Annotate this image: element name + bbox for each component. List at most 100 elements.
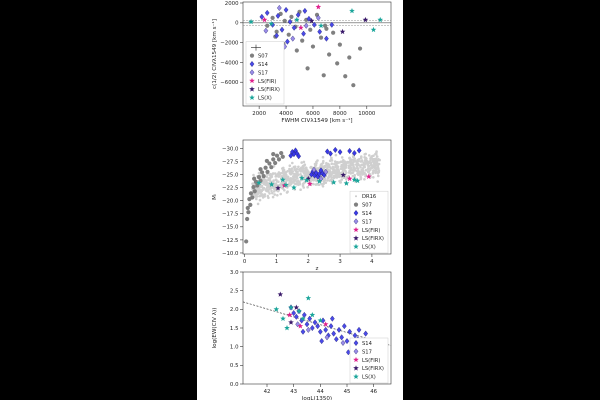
data-point <box>291 184 297 190</box>
dr16-point <box>366 167 370 170</box>
data-point <box>296 153 302 160</box>
legend: DR16 S07 S14 S17 LS(FIR) LS(FIRX) LS(X) <box>349 190 389 254</box>
x-tick-label: 6000 <box>306 111 320 117</box>
data-point <box>301 30 306 37</box>
dr16-point <box>265 183 269 186</box>
dr16-point <box>340 163 343 167</box>
series-ls-fir- <box>261 4 322 31</box>
x-tick-label: 44 <box>317 389 324 395</box>
dr16-point <box>281 187 285 190</box>
legend-label: S17 <box>362 349 372 355</box>
dr16-point <box>351 171 355 174</box>
dr16-point <box>329 167 333 170</box>
dr16-point <box>302 186 305 189</box>
data-point <box>337 149 343 156</box>
dr16-point <box>323 165 326 168</box>
legend-label: LS(FIRX) <box>362 366 384 372</box>
data-point <box>250 195 255 200</box>
data-point <box>248 202 253 207</box>
dr16-point <box>263 193 267 196</box>
legend-marker <box>353 339 359 347</box>
legend-marker <box>249 86 255 92</box>
dr16-point <box>274 175 277 178</box>
y-tick-label: 1.0 <box>230 345 239 351</box>
data-point <box>263 165 268 170</box>
data-point <box>270 15 275 20</box>
dr16-point <box>282 175 286 179</box>
data-point <box>318 35 324 40</box>
data-point <box>317 317 324 323</box>
data-point <box>340 172 347 178</box>
dr16-point <box>376 180 379 183</box>
dr16-point <box>274 172 277 175</box>
dr16-point <box>352 160 355 164</box>
dr16-point <box>321 185 325 188</box>
data-point <box>318 175 324 182</box>
data-point <box>286 311 293 318</box>
dr16-point <box>264 178 267 182</box>
dr16-point <box>306 173 310 177</box>
data-point <box>308 17 315 24</box>
dr16-point <box>274 184 278 187</box>
dr16-point <box>377 174 380 178</box>
y-tick-label: −2000 <box>220 41 239 47</box>
data-point <box>306 326 311 333</box>
legend-label: LS(FIR) <box>362 228 380 234</box>
x-axis-label: FWHM CIVλ1549 [km s⁻¹] <box>281 117 352 124</box>
data-point <box>322 321 329 327</box>
x-tick-label: 4000 <box>279 111 293 117</box>
dr16-point <box>266 185 269 189</box>
data-point <box>246 210 251 215</box>
dr16-point <box>337 175 341 179</box>
dr16-point <box>343 168 346 172</box>
data-point <box>356 147 362 154</box>
dr16-point <box>322 159 325 163</box>
data-point <box>311 166 317 173</box>
data-point <box>259 170 265 175</box>
dr16-point <box>371 172 375 175</box>
data-point <box>318 22 324 29</box>
dr16-point <box>363 163 367 166</box>
chart-panel-2: 0 1 2 3 4 −30.0 −27.5 −25.0 −22.5 −20.0 −17.5 −15.0… <box>212 139 392 272</box>
x-axis-label: logL(1350) <box>302 396 332 400</box>
data-point <box>323 326 328 333</box>
data-point <box>285 38 290 45</box>
data-point <box>365 173 372 179</box>
legend-marker <box>353 348 359 355</box>
series-ls-firx- <box>275 172 347 191</box>
y-tick-label: −4000 <box>220 60 239 66</box>
data-point <box>309 311 316 318</box>
chart-panel-3: 42 43 44 45 46 0.0 0.5 1.0 1.5 2.0 2.5 3.0 logL(1350… <box>212 270 392 400</box>
dr16-point <box>361 169 364 173</box>
data-point <box>316 14 321 21</box>
data-point <box>299 175 305 181</box>
data-point <box>281 182 288 188</box>
legend-marker <box>355 195 357 198</box>
data-point <box>323 168 329 175</box>
dr16-point <box>327 163 331 167</box>
dr16-point <box>299 188 302 191</box>
legend-label: DR16 <box>362 194 376 200</box>
legend-label: S14 <box>362 341 373 347</box>
data-point <box>305 66 310 71</box>
dr16-point <box>269 176 272 179</box>
dr16-point <box>303 174 307 178</box>
series-s14 <box>288 146 362 180</box>
data-point <box>290 35 296 42</box>
dr16-point <box>260 184 264 187</box>
dr16-point <box>352 164 355 168</box>
dr16-point <box>370 166 374 169</box>
x-tick-label: 46 <box>370 389 377 395</box>
dr16-point <box>371 157 375 161</box>
data-point <box>273 306 280 312</box>
dr16-point <box>377 169 381 172</box>
dr16-point <box>267 196 270 200</box>
dr16-point <box>374 171 377 175</box>
dr16-point <box>367 170 371 173</box>
data-point <box>305 295 312 301</box>
dr16-point <box>340 178 343 181</box>
dr16-point <box>329 178 333 182</box>
dr16-point <box>329 174 332 177</box>
dr16-point <box>293 182 297 185</box>
dr16-point <box>357 171 361 175</box>
